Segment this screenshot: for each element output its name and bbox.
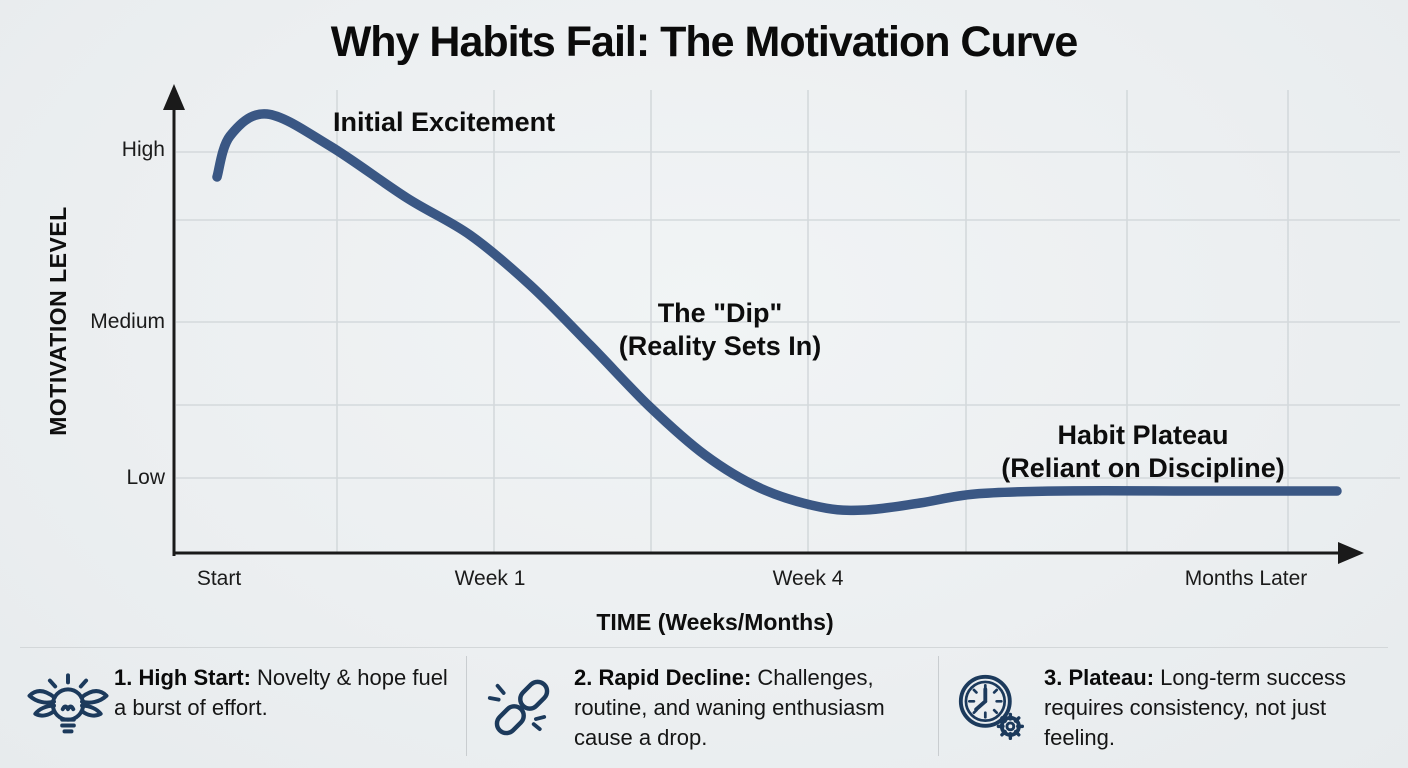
annotation-initial-excitement: Initial Excitement	[333, 107, 556, 137]
legend-item-rapid-decline-label: 2. Rapid Decline:	[574, 665, 752, 690]
legend-divider-2	[938, 656, 939, 756]
motivation-curve	[212, 109, 1342, 516]
y-axis-arrowhead	[163, 84, 185, 110]
y-tick-low: Low	[126, 466, 165, 489]
broken-chain-icon	[482, 668, 562, 748]
legend-item-plateau-label: 3. Plateau:	[1044, 665, 1155, 690]
page-title: Why Habits Fail: The Motivation Curve	[330, 18, 1079, 66]
legend-item-high-start-text: Novelty & hope fuel a burst of effort.	[114, 665, 448, 720]
y-tick-medium: Medium	[90, 310, 165, 333]
legend-item-high-start-label: 1. High Start:	[114, 665, 251, 690]
legend-item-plateau-text: Long-term success requires consistency, …	[1044, 665, 1347, 750]
legend-item-rapid-decline: 2. Rapid Decline: Challenges, routine, a…	[574, 663, 932, 753]
legend-item-high-start: 1. High Start: Novelty & hope fuel a bur…	[114, 663, 450, 723]
x-axis-arrowhead	[1338, 542, 1364, 564]
legend-item-plateau: 3. Plateau: Long-term success requires c…	[1044, 663, 1380, 753]
x-tick-months-later: Months Later	[1184, 567, 1308, 590]
x-tick-start: Start	[196, 567, 242, 590]
annotation-the-dip: The "Dip" (Reality Sets In)	[618, 298, 822, 361]
x-tick-week1: Week 1	[454, 567, 526, 590]
x-tick-week4: Week 4	[772, 567, 844, 590]
legend-item-rapid-decline-text: Challenges, routine, and waning enthusia…	[574, 665, 885, 750]
x-axis-title: TIME (Weeks/Months)	[596, 609, 834, 635]
winged-lightbulb-icon	[26, 664, 110, 752]
legend-divider-1	[466, 656, 467, 756]
legend-top-divider	[20, 647, 1388, 648]
y-tick-high: High	[121, 138, 165, 161]
annotation-habit-plateau: Habit Plateau (Reliant on Discipline)	[1001, 420, 1285, 483]
clock-gear-icon	[950, 666, 1032, 748]
horizontal-gridlines	[176, 151, 1400, 479]
